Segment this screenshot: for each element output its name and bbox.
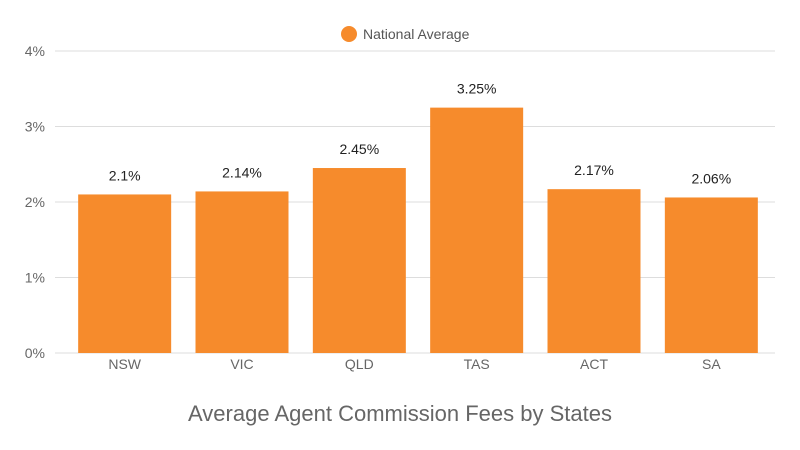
bar-nsw[interactable] xyxy=(78,194,172,353)
data-label-qld: 2.45% xyxy=(339,141,379,157)
bar-tas[interactable] xyxy=(430,107,524,353)
legend-label-national-average: National Average xyxy=(363,26,470,42)
y-tick-label-4: 4% xyxy=(25,43,45,59)
bars xyxy=(78,107,758,353)
x-tick-label-nsw: NSW xyxy=(108,356,141,372)
data-label-vic: 2.14% xyxy=(222,164,262,180)
x-tick-label-act: ACT xyxy=(580,356,608,372)
bar-act[interactable] xyxy=(547,189,641,353)
data-label-sa: 2.06% xyxy=(691,170,731,186)
bar-sa[interactable] xyxy=(664,197,758,353)
legend-marker-national-average xyxy=(341,26,357,42)
bar-vic[interactable] xyxy=(195,191,289,353)
x-tick-label-vic: VIC xyxy=(230,356,253,372)
y-tick-label-0: 0% xyxy=(25,345,45,361)
gridlines xyxy=(55,50,775,354)
x-tick-label-tas: TAS xyxy=(464,356,490,372)
y-tick-label-1: 1% xyxy=(25,270,45,286)
bar-qld[interactable] xyxy=(312,168,406,353)
y-tick-label-2: 2% xyxy=(25,194,45,210)
data-label-nsw: 2.1% xyxy=(109,167,141,183)
x-axis-tick-labels: NSW VIC QLD TAS ACT SA xyxy=(108,356,721,372)
y-axis-tick-labels: 0% 1% 2% 3% 4% xyxy=(25,43,45,361)
x-tick-label-qld: QLD xyxy=(345,356,374,372)
x-tick-label-sa: SA xyxy=(702,356,721,372)
legend[interactable]: National Average xyxy=(341,26,470,42)
data-label-tas: 3.25% xyxy=(457,81,497,97)
data-label-act: 2.17% xyxy=(574,162,614,178)
chart-title: Average Agent Commission Fees by States xyxy=(188,401,612,426)
data-labels: 2.1% 2.14% 2.45% 3.25% 2.17% 2.06% xyxy=(109,81,731,187)
y-tick-label-3: 3% xyxy=(25,119,45,135)
